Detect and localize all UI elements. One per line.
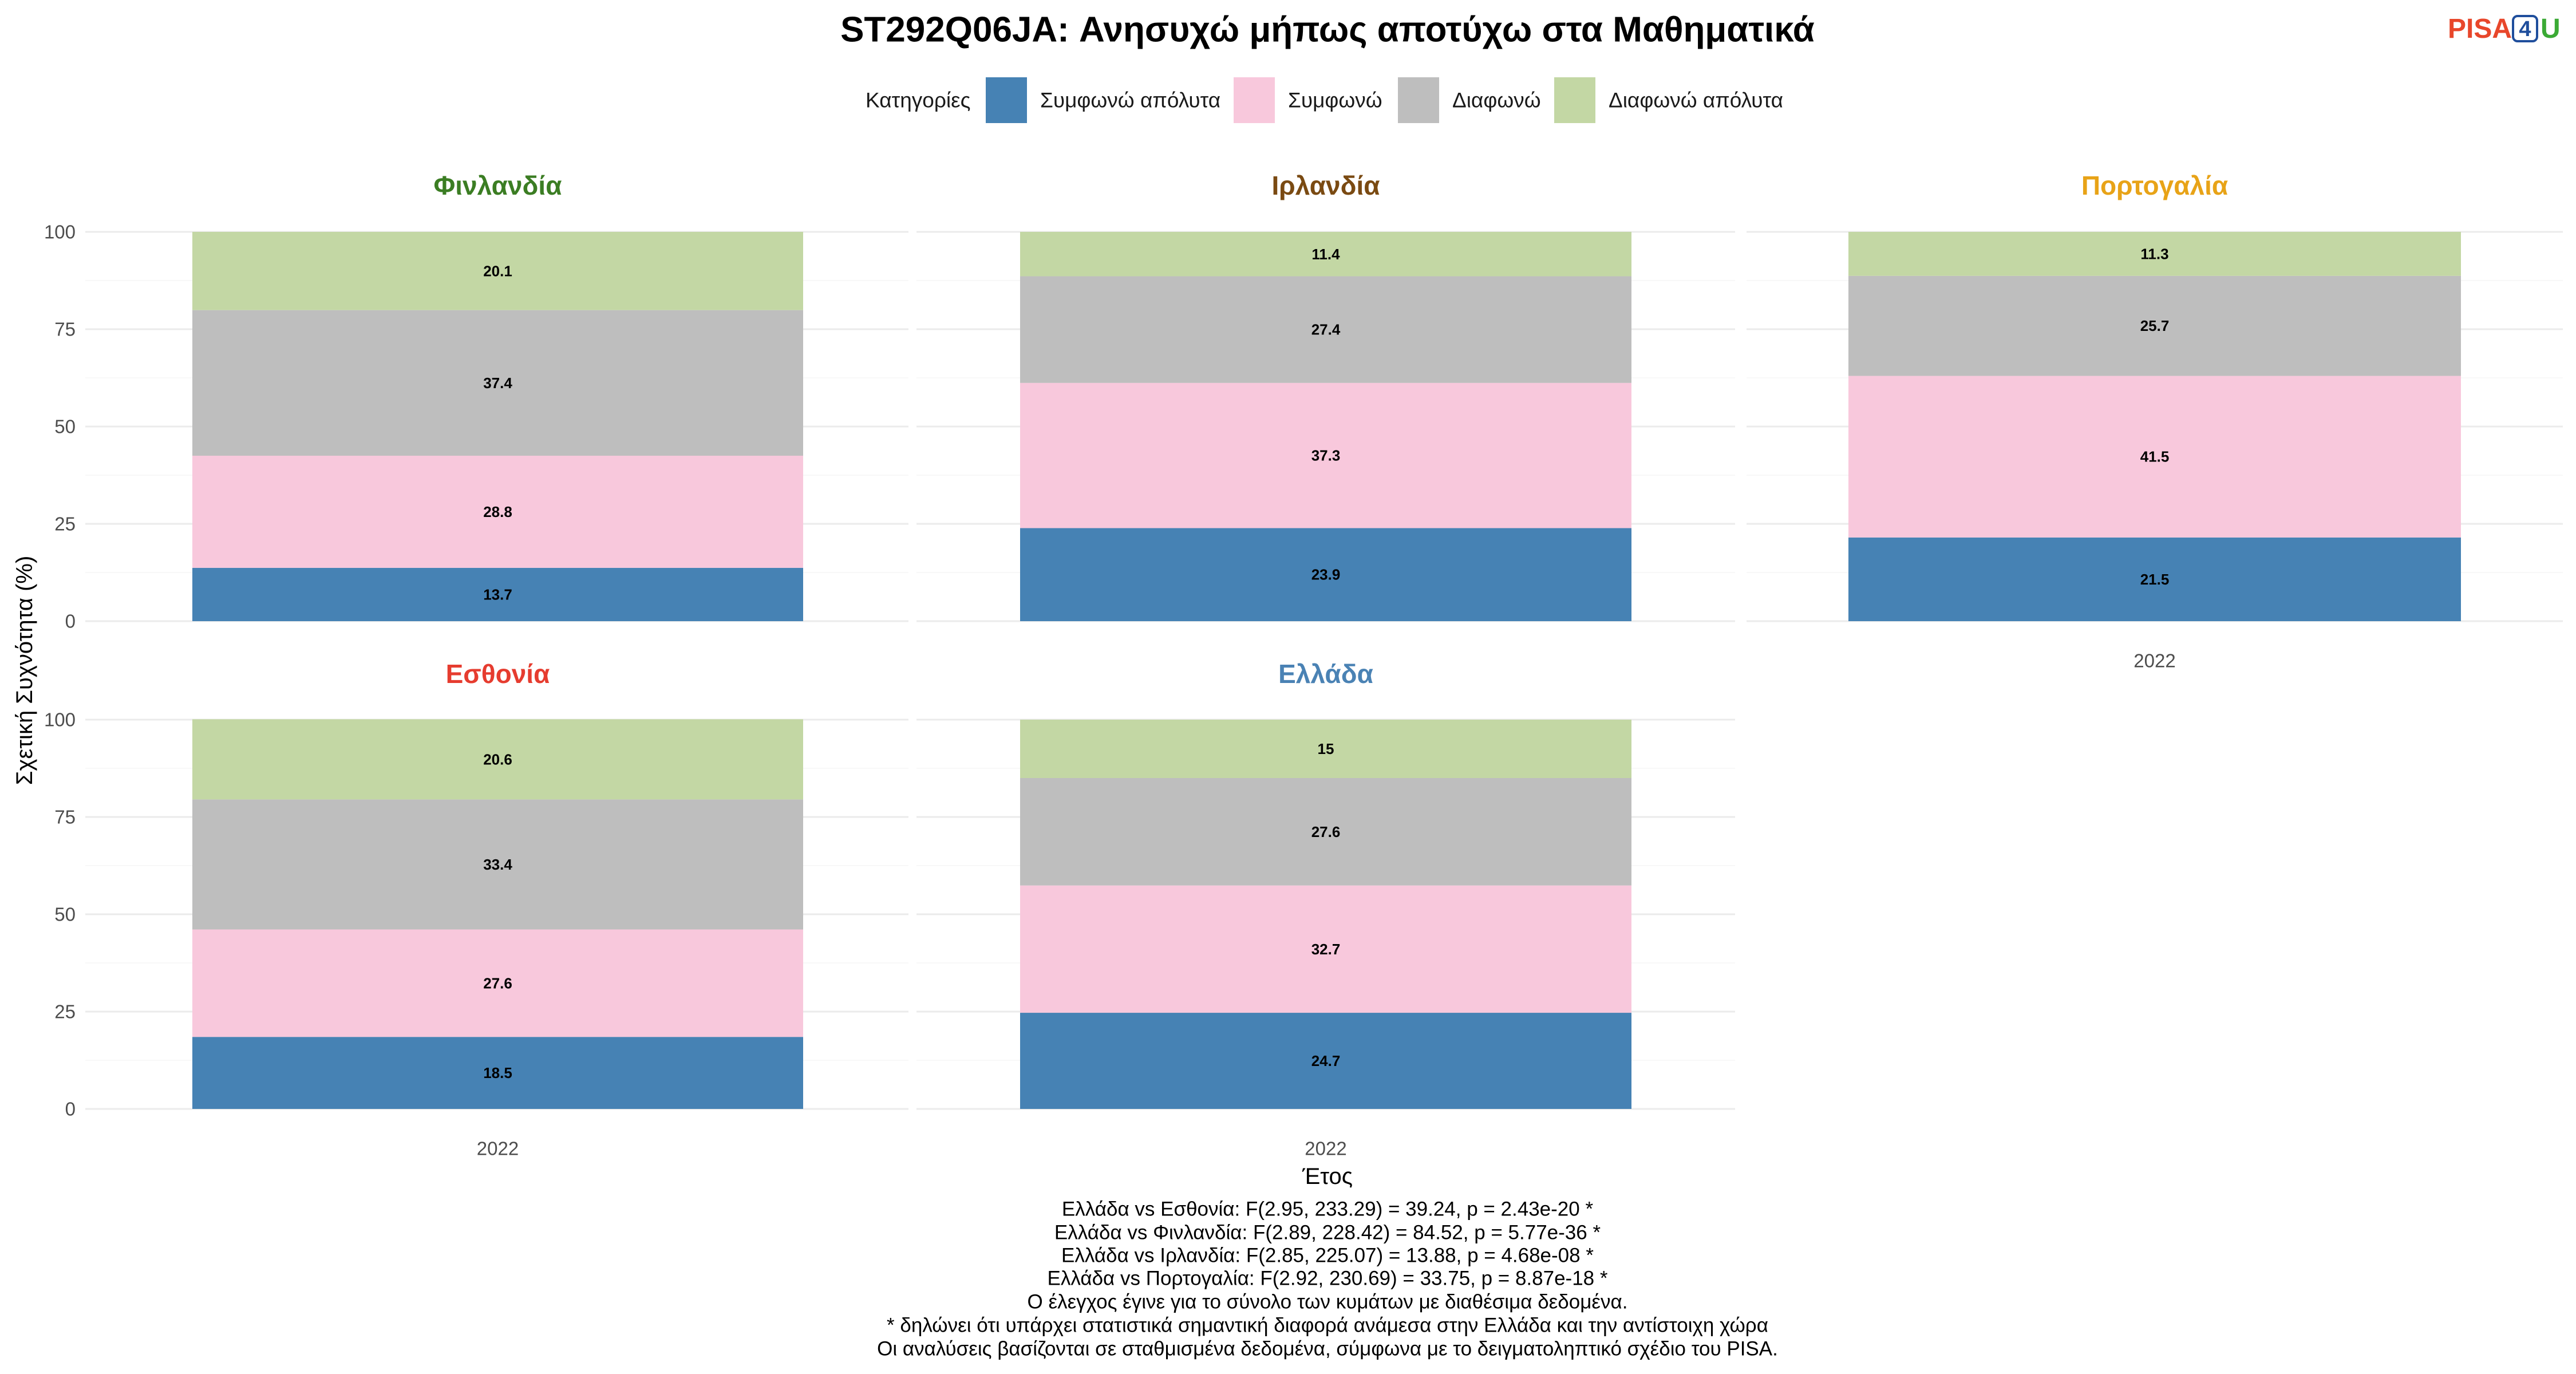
x-axis-label: Έτος: [1302, 1164, 1353, 1189]
y-tick-label: 100: [44, 222, 76, 243]
bar-segment: [192, 719, 803, 800]
data-label: 21.5: [2140, 571, 2170, 588]
bar-segment: [1848, 275, 2461, 376]
facet-panel: Ελλάδα 24.7 32.7 27.6 15 2022: [916, 659, 1735, 1159]
facet-panel: Πορτογαλία 21.5 41.5 25.7 11.3 2022: [1747, 171, 2563, 672]
data-label: 41.5: [2140, 448, 2170, 465]
y-tick-label: 75: [54, 319, 76, 340]
legend-swatch: [1234, 77, 1275, 123]
y-tick-label: 0: [65, 611, 76, 632]
bar-segment: [1020, 528, 1631, 621]
y-tick-label: 50: [54, 416, 76, 437]
footnote-line: * δηλώνει ότι υπάρχει στατιστικά σημαντι…: [887, 1314, 1768, 1337]
data-label: 20.1: [483, 262, 512, 279]
legend-label: Διαφωνώ: [1452, 89, 1541, 112]
data-label: 37.3: [1311, 447, 1341, 464]
data-label: 27.4: [1311, 321, 1341, 338]
y-tick-label: 75: [54, 807, 76, 828]
bar-segment: [192, 1037, 803, 1109]
legend-swatch: [1398, 77, 1439, 123]
y-tick-label: 25: [54, 1001, 76, 1022]
logo-text-pisa: PISA: [2448, 14, 2512, 44]
y-tick-label: 0: [65, 1099, 76, 1120]
data-label: 24.7: [1311, 1052, 1341, 1069]
legend-item: Διαφωνώ απόλυτα: [1554, 77, 1783, 123]
data-label: 25.7: [2140, 317, 2170, 334]
data-label: 11.4: [1311, 246, 1340, 263]
legend-swatch: [986, 77, 1027, 123]
legend: Κατηγορίες Συμφωνώ απόλυτα Συμφωνώ Διαφωνώ Δ…: [866, 77, 1783, 123]
bar-segment: [1020, 232, 1631, 277]
bar-segment: [1848, 537, 2461, 621]
y-tick-label: 25: [54, 514, 76, 535]
legend-swatch: [1554, 77, 1595, 123]
panel-title: Ελλάδα: [1278, 659, 1373, 689]
bar-segment: [192, 929, 803, 1037]
bar-segment: [192, 567, 803, 621]
panel-title: Φινλανδία: [434, 171, 562, 200]
facet-panel: Ιρλανδία 23.9 37.3 27.4 11.4: [916, 171, 1735, 622]
bar-segment: [1020, 276, 1631, 383]
panel-title: Εσθονία: [446, 659, 550, 689]
logo-badge: [2512, 15, 2538, 42]
facet-panels: Φινλανδία 13.7 28.8 37.4 20.1 0 25 50 75 100 Ιρλαν…: [44, 171, 2563, 1159]
legend-title: Κατηγορίες: [866, 89, 970, 112]
data-label: 37.4: [483, 374, 512, 392]
panel-title: Ιρλανδία: [1271, 171, 1380, 200]
bar-segment: [192, 799, 803, 930]
legend-item: Διαφωνώ: [1398, 77, 1541, 123]
data-label: 13.7: [483, 586, 512, 603]
chart-title: ST292Q06JA: Ανησυχώ μήπως αποτύχω στα Μα…: [840, 10, 1815, 50]
x-tick-label: 2022: [477, 1138, 519, 1159]
logo-text-u: U: [2541, 14, 2561, 44]
bar-segment: [1848, 376, 2461, 538]
data-label: 28.8: [483, 503, 512, 520]
legend-item: Συμφωνώ απόλυτα: [986, 77, 1220, 123]
footnote-line: Ελλάδα vs Φινλανδία: F(2.89, 228.42) = 8…: [1054, 1222, 1601, 1244]
data-label: 32.7: [1311, 941, 1341, 958]
footnotes: Ελλάδα vs Εσθονία: F(2.95, 233.29) = 39.…: [877, 1198, 1778, 1360]
bar-segment: [1020, 1013, 1631, 1109]
legend-label: Διαφωνώ απόλυτα: [1609, 89, 1783, 112]
data-label: 27.6: [483, 974, 512, 992]
bar-segment: [1020, 382, 1631, 528]
legend-item: Συμφωνώ: [1234, 77, 1382, 123]
bar-segment: [1848, 232, 2461, 276]
x-tick-label: 2022: [2134, 650, 2175, 672]
footnote-line: Ο έλεγχος έγινε για το σύνολο των κυμάτω…: [1028, 1291, 1628, 1313]
y-axis-label: Σχετική Συχνότητα (%): [12, 556, 37, 785]
bar-segment: [1020, 720, 1631, 778]
facet-panel: Εσθονία 18.5 27.6 33.4 20.6 0 25 50 75 100 2022: [44, 659, 908, 1159]
data-label: 27.6: [1311, 823, 1341, 840]
logo: PISA 4 U: [2448, 14, 2561, 44]
bar-segment: [1020, 885, 1631, 1013]
footnote-line: Ελλάδα vs Ιρλανδία: F(2.85, 225.07) = 13…: [1061, 1245, 1594, 1267]
bar-segment: [192, 232, 803, 310]
legend-label: Συμφωνώ απόλυτα: [1040, 89, 1220, 112]
data-label: 18.5: [483, 1064, 512, 1081]
x-tick-label: 2022: [1305, 1138, 1346, 1159]
data-label: 15: [1318, 740, 1334, 757]
panel-title: Πορτογαλία: [2081, 171, 2228, 200]
y-tick-label: 100: [44, 709, 76, 731]
bar-segment: [192, 310, 803, 456]
legend-label: Συμφωνώ: [1288, 89, 1382, 112]
facet-panel: Φινλανδία 13.7 28.8 37.4 20.1 0 25 50 75 100: [44, 171, 908, 632]
footnote-line: Ελλάδα vs Εσθονία: F(2.95, 233.29) = 39.…: [1062, 1198, 1594, 1221]
data-label: 23.9: [1311, 566, 1341, 583]
logo-text-4: 4: [2519, 17, 2531, 41]
y-tick-label: 50: [54, 904, 76, 925]
footnote-line: Ελλάδα vs Πορτογαλία: F(2.92, 230.69) = …: [1048, 1268, 1608, 1290]
bar-segment: [192, 456, 803, 568]
data-label: 11.3: [2140, 245, 2168, 262]
footnote-line: Οι αναλύσεις βασίζονται σε σταθμισμένα δ…: [877, 1338, 1778, 1360]
data-label: 20.6: [483, 751, 512, 768]
data-label: 33.4: [483, 856, 512, 873]
bar-segment: [1020, 778, 1631, 886]
